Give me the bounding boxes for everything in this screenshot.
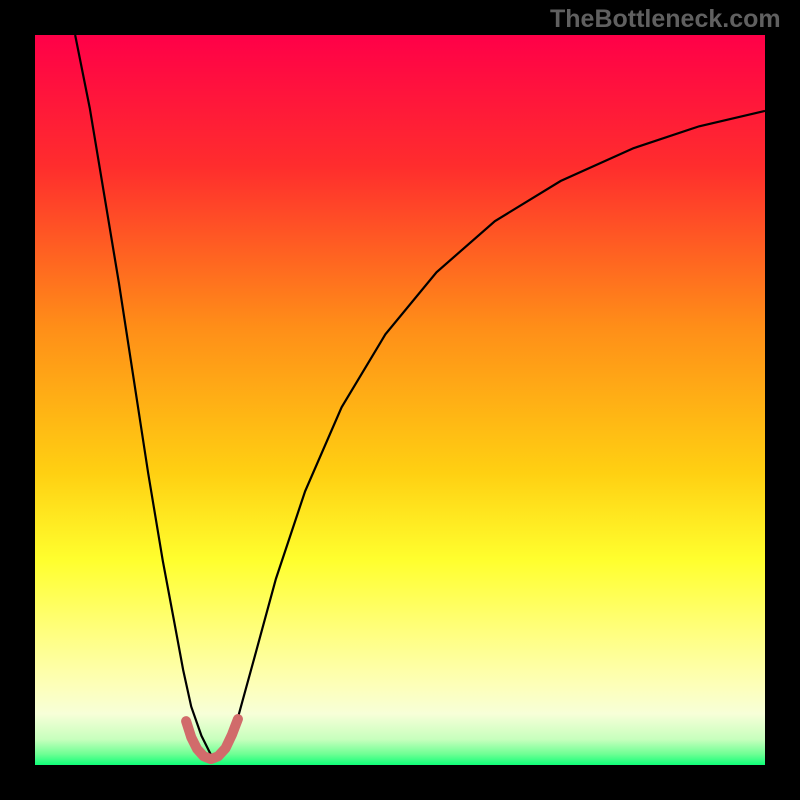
chart-container: TheBottleneck.com: [0, 0, 800, 800]
gradient-background: [35, 35, 765, 765]
watermark: TheBottleneck.com: [550, 5, 781, 34]
plot-svg: [35, 35, 765, 765]
plot-area: [35, 35, 765, 765]
